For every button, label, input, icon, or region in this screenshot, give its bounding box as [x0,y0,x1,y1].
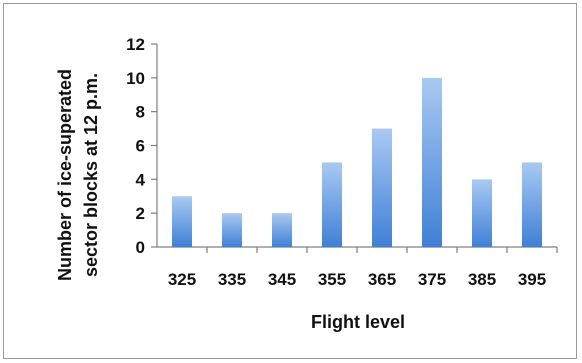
y-tick-label: 10 [126,69,145,88]
x-tick-label: 355 [318,270,346,289]
x-tick-label: 345 [268,270,296,289]
bar-355 [322,162,342,247]
bar-335 [222,213,242,247]
bar-375 [422,77,442,247]
y-tick-label: 6 [136,137,145,156]
bar-325 [172,196,192,247]
x-tick-label: 375 [418,270,446,289]
x-tick-label: 395 [518,270,546,289]
bar-395 [522,162,542,247]
y-tick-label: 4 [136,170,146,189]
x-tick-label: 325 [168,270,196,289]
bar-385 [472,179,492,247]
x-axis-title: Flight level [311,312,405,332]
bar-345 [272,213,292,247]
bar-365 [372,128,392,247]
y-tick-label: 2 [136,204,145,223]
y-axis-title-line-2: sector blocks at 12 p.m. [81,73,101,277]
y-tick-label: 0 [136,238,145,257]
y-axis-title-line-1: Number of ice-superated [55,69,75,281]
x-tick-label: 335 [218,270,246,289]
y-tick-label: 12 [126,35,145,54]
x-tick-label: 365 [368,270,396,289]
x-tick-label: 385 [468,270,496,289]
y-tick-label: 8 [136,103,145,122]
